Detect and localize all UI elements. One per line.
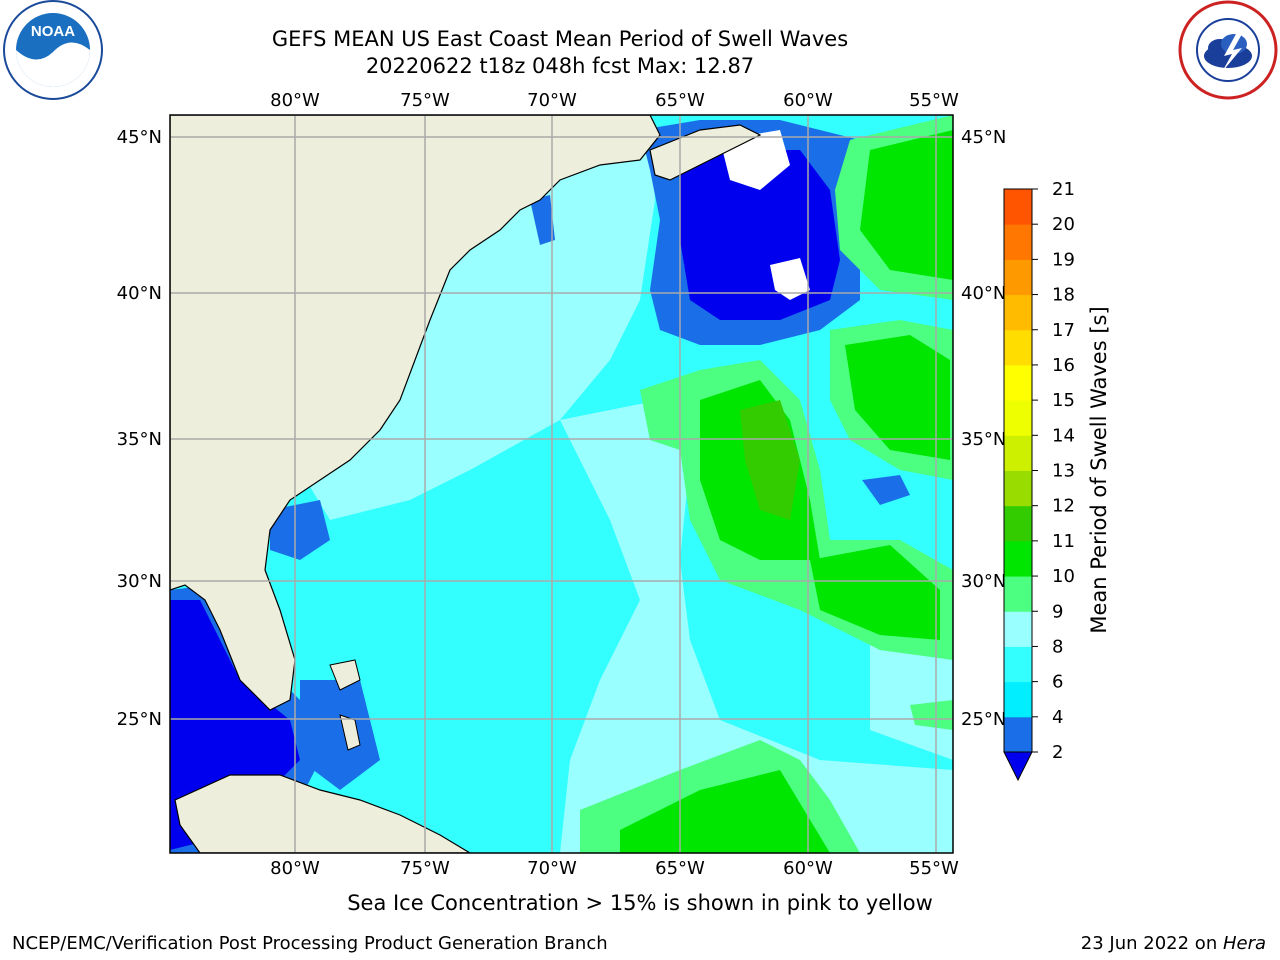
colorbar-tick-label: 10 xyxy=(1052,566,1075,587)
colorbar-segment xyxy=(1004,681,1032,718)
lon-label-top: 55°W xyxy=(909,90,959,111)
chart-title: GEFS MEAN US East Coast Mean Period of S… xyxy=(271,27,849,51)
lon-label-bottom: 60°W xyxy=(783,858,833,879)
colorbar-tick-label: 19 xyxy=(1052,249,1075,270)
colorbar-segment xyxy=(1004,435,1032,471)
lat-label-left: 30°N xyxy=(117,571,162,592)
gridlines xyxy=(170,115,953,853)
colorbar-tick-label: 13 xyxy=(1052,461,1075,482)
colorbar-label: Mean Period of Swell Waves [s] xyxy=(1087,306,1111,633)
lat-label-left: 40°N xyxy=(117,283,162,304)
swell-region-2-4 xyxy=(270,500,330,560)
colorbar-segment xyxy=(1004,400,1032,436)
lon-label-bottom: 75°W xyxy=(400,858,450,879)
svg-text:NOAA: NOAA xyxy=(31,23,75,40)
credit-text: NCEP/EMC/Verification Post Processing Pr… xyxy=(12,933,608,954)
colorbar-segment xyxy=(1004,540,1032,577)
colorbar-tick-label: 9 xyxy=(1052,601,1063,622)
swell-region-2-4 xyxy=(530,195,555,245)
bahamas-island xyxy=(329,659,361,691)
colorbar-tick-label: 17 xyxy=(1052,320,1075,341)
map-frame xyxy=(169,114,954,854)
lon-label-top: 65°W xyxy=(655,90,705,111)
colorbar-segment xyxy=(1004,505,1032,542)
swell-region-8-9 xyxy=(560,400,953,853)
lon-label-bottom: 70°W xyxy=(527,858,577,879)
colorbar-tick-label: 4 xyxy=(1052,707,1063,728)
colorbar-tick-label: 18 xyxy=(1052,285,1075,306)
swell-region-9-10 xyxy=(910,700,953,730)
colorbar-tick-label: 15 xyxy=(1052,390,1075,411)
lat-label-left: 35°N xyxy=(117,429,162,450)
colorbar-segment xyxy=(1004,576,1032,612)
colorbar-segment xyxy=(1004,224,1032,260)
lat-label-right: 30°N xyxy=(961,571,1006,592)
lat-label-right: 35°N xyxy=(961,429,1006,450)
lat-label-right: 45°N xyxy=(961,127,1006,148)
colorbar-segment xyxy=(1004,646,1032,683)
noaa-logo: NOAA xyxy=(3,0,103,100)
colorbar-segment xyxy=(1004,611,1032,647)
lon-label-top: 75°W xyxy=(400,90,450,111)
colorbar-ticks: 2 4 6 8 9 10 11 12 13 14 15 16 17 18 19 20 21 xyxy=(1032,179,1075,763)
colorbar-segment xyxy=(1004,189,1032,225)
sea-ice-note: Sea Ice Concentration > 15% is shown in … xyxy=(347,891,933,915)
lon-label-top: 60°W xyxy=(783,90,833,111)
colorbar xyxy=(1004,189,1032,753)
colorbar-segment xyxy=(1004,716,1032,753)
colorbar-tick-label: 14 xyxy=(1052,425,1075,446)
nws-logo xyxy=(1178,0,1278,100)
swell-region-10-11 xyxy=(845,335,950,460)
colorbar-tick-label: 12 xyxy=(1052,496,1075,517)
nova-scotia-land xyxy=(649,124,762,181)
colorbar-tick-label: 21 xyxy=(1052,179,1075,200)
lon-label-bottom: 55°W xyxy=(909,858,959,879)
colorbar-segment xyxy=(1004,364,1032,401)
lon-label-bottom: 65°W xyxy=(655,858,705,879)
colorbar-tick-label: 20 xyxy=(1052,214,1075,235)
lat-label-right: 40°N xyxy=(961,283,1006,304)
colorbar-tick-label: 11 xyxy=(1052,531,1075,552)
swell-region-10-11 xyxy=(810,545,940,640)
colorbar-segment xyxy=(1004,294,1032,331)
map-plot-area xyxy=(170,115,953,853)
swell-region-10-11 xyxy=(620,770,830,853)
colorbar-segment xyxy=(1004,470,1032,507)
swell-region-2-4 xyxy=(862,475,910,505)
date-prefix: 23 Jun 2022 on xyxy=(1080,933,1223,954)
lat-label-right: 25°N xyxy=(961,709,1006,730)
swell-region-10-11 xyxy=(860,130,953,280)
swell-region-8-9 xyxy=(300,115,655,520)
swell-region-2-4 xyxy=(300,680,380,790)
lon-label-top: 70°W xyxy=(527,90,577,111)
chart-subtitle: 20220622 t18z 048h fcst Max: 12.87 xyxy=(365,54,755,78)
colorbar-segment xyxy=(1004,329,1032,366)
colorbar-extend-triangle xyxy=(1003,751,1033,782)
swell-region-11-12 xyxy=(740,400,800,520)
colorbar-tick-label: 2 xyxy=(1052,742,1063,763)
lon-label-bottom: 80°W xyxy=(270,858,320,879)
colorbar-tick-label: 6 xyxy=(1052,672,1063,693)
colorbar-tick-label: 8 xyxy=(1052,636,1063,657)
date-text: 23 Jun 2022 on Hera xyxy=(1081,933,1266,954)
lat-label-left: 25°N xyxy=(117,709,162,730)
cuba-land xyxy=(174,774,472,853)
colorbar-segment xyxy=(1004,259,1032,296)
north-america-land xyxy=(170,115,661,711)
ice-free-white xyxy=(770,258,810,300)
lat-label-left: 45°N xyxy=(117,127,162,148)
lon-label-top: 80°W xyxy=(270,90,320,111)
date-host: Hera xyxy=(1222,933,1266,954)
colorbar-tick-label: 16 xyxy=(1052,355,1075,376)
